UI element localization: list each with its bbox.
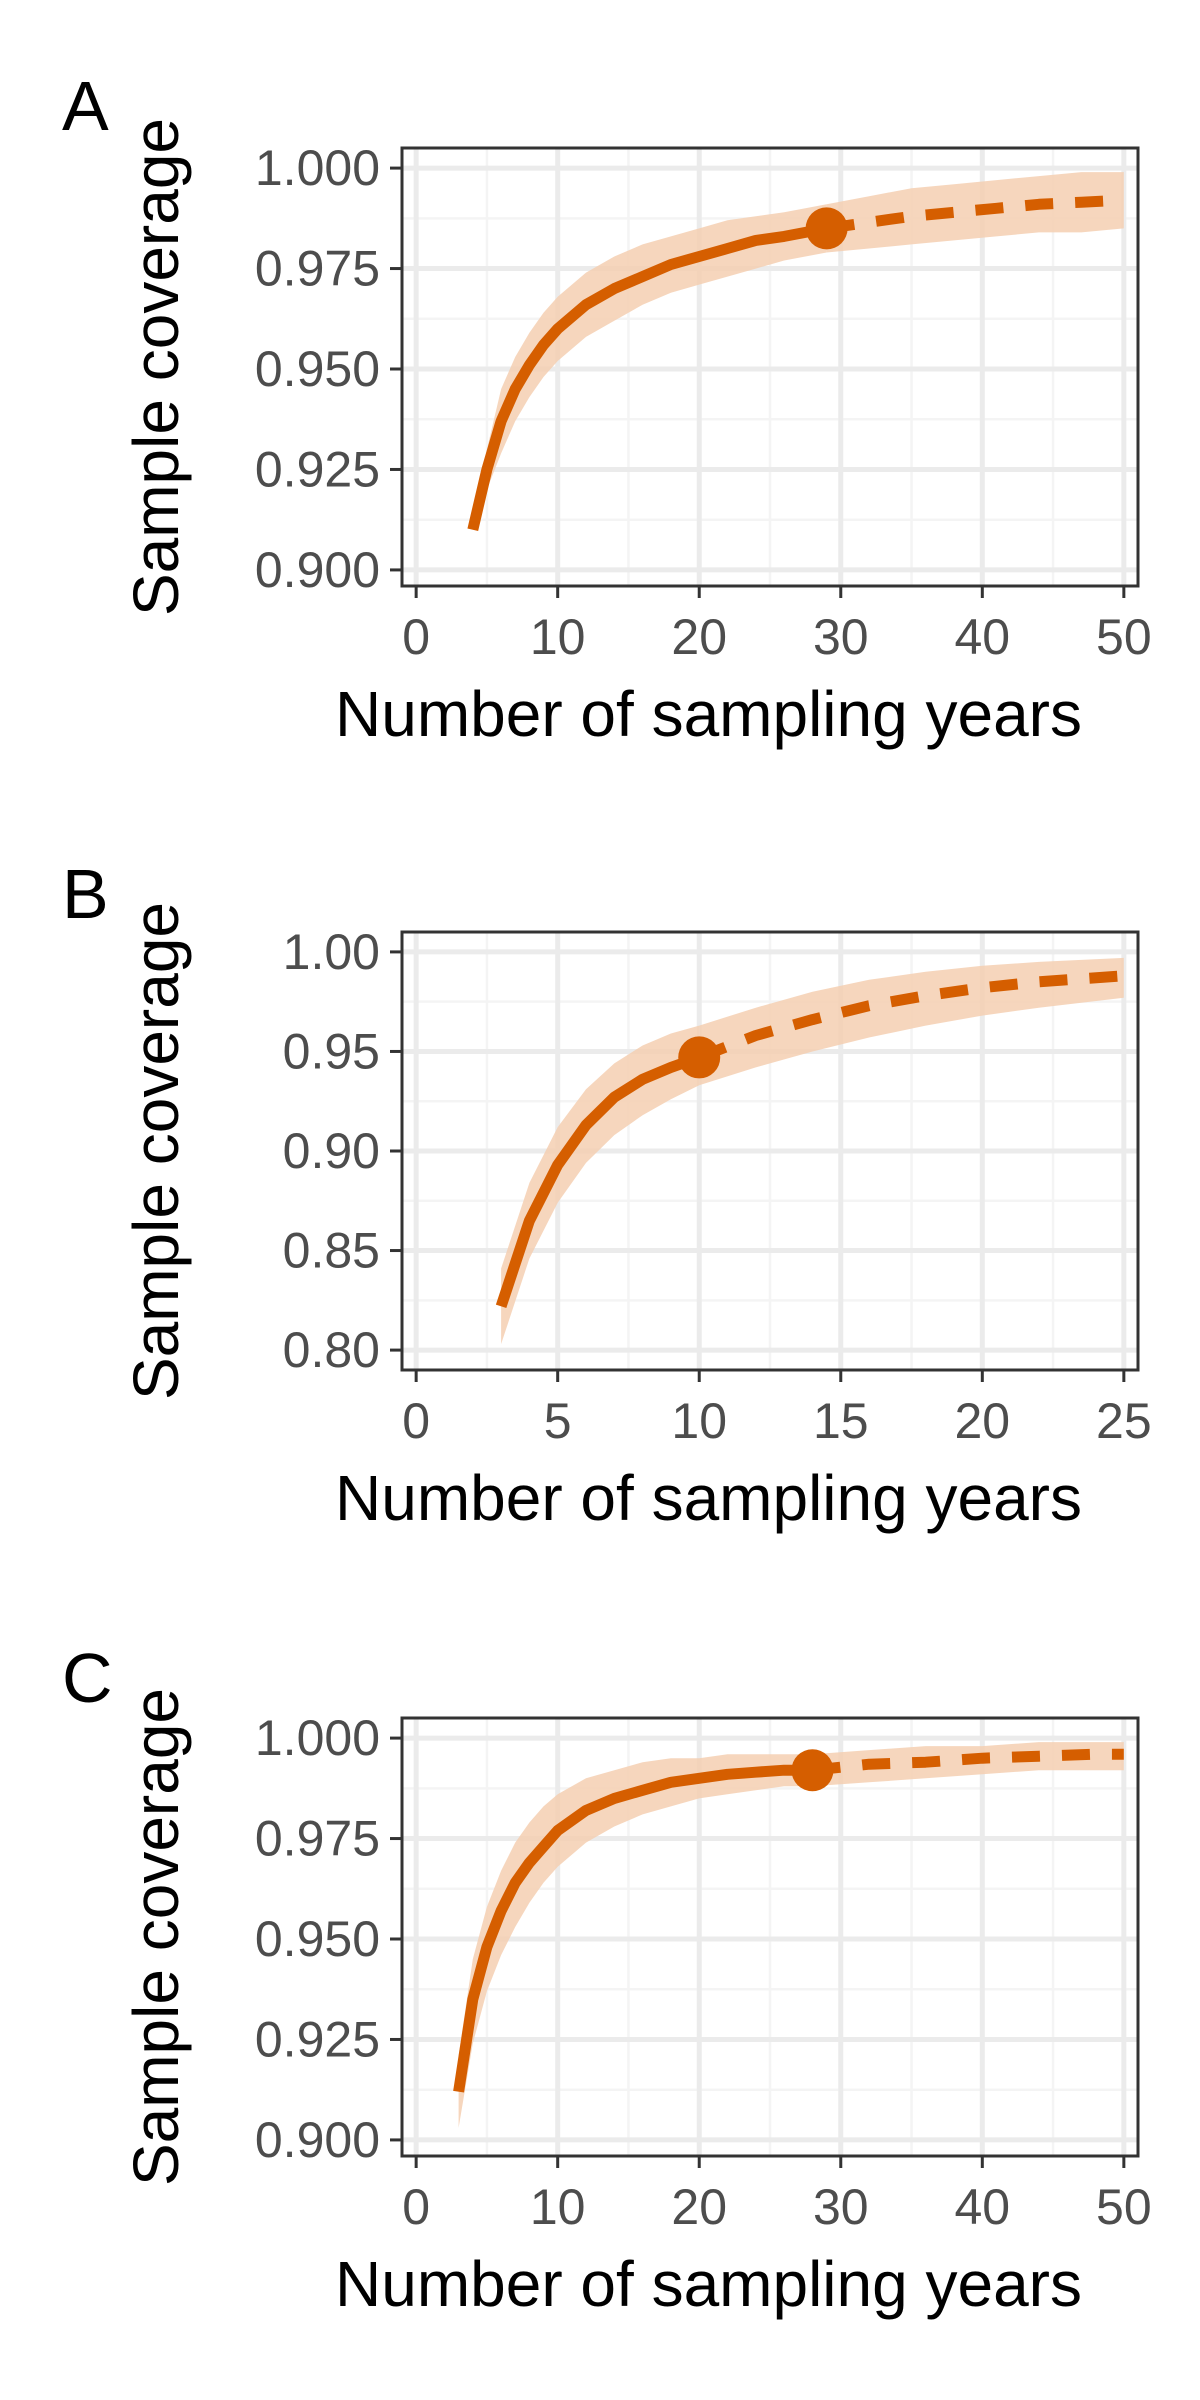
y-tick-label: 0.925: [255, 2011, 380, 2067]
x-tick-label: 5: [544, 1393, 572, 1449]
x-tick-label: 25: [1096, 1393, 1152, 1449]
x-tick-label: 20: [671, 2179, 727, 2235]
y-tick-label: 1.000: [255, 1710, 380, 1766]
x-tick-label: 40: [954, 609, 1010, 665]
y-tick-label: 0.900: [255, 542, 380, 598]
x-tick-label: 0: [402, 2179, 430, 2235]
y-tick-label: 0.925: [255, 441, 380, 497]
y-tick-label: 0.950: [255, 341, 380, 397]
panel-label: C: [62, 1639, 113, 1717]
y-tick-label: 0.975: [255, 241, 380, 297]
x-tick-label: 30: [813, 609, 869, 665]
observed-point: [791, 1749, 834, 1792]
x-tick-label: 50: [1096, 609, 1152, 665]
coverage-line-dashed: [811, 1748, 1124, 1776]
y-tick-label: 1.000: [255, 140, 380, 196]
y-tick-label: 0.975: [255, 1811, 380, 1867]
x-tick-label: 20: [671, 609, 727, 665]
y-tick-label: 1.00: [283, 924, 380, 980]
x-tick-label: 10: [530, 2179, 586, 2235]
x-tick-label: 50: [1096, 2179, 1152, 2235]
x-axis-title: Number of sampling years: [335, 2248, 1082, 2320]
x-tick-label: 30: [813, 2179, 869, 2235]
y-tick-label: 0.95: [283, 1023, 380, 1079]
chart-panel-C: 0.900 0.925 0.950 0.975 1.000 0 10 20 30 40 50Numb…: [62, 1639, 1152, 2320]
coverage-line-dashed: [825, 194, 1125, 234]
x-axis-title: Number of sampling years: [335, 678, 1082, 750]
panel-label: A: [62, 67, 109, 145]
y-axis-title: Sample coverage: [120, 1688, 192, 2186]
x-tick-label: 15: [813, 1393, 869, 1449]
coverage-line-solid: [467, 222, 828, 531]
observed-point: [805, 207, 848, 250]
x-tick-label: 0: [402, 609, 430, 665]
x-tick-label: 40: [954, 2179, 1010, 2235]
y-tick-label: 0.900: [255, 2112, 380, 2168]
y-tick-label: 0.80: [283, 1322, 380, 1378]
y-tick-label: 0.950: [255, 1911, 380, 1967]
x-axis-title: Number of sampling years: [335, 1462, 1082, 1534]
y-axis-title: Sample coverage: [120, 902, 192, 1400]
x-tick-label: 20: [954, 1393, 1010, 1449]
x-tick-label: 10: [671, 1393, 727, 1449]
plot-frame: [400, 1716, 1140, 2158]
observed-point: [678, 1036, 721, 1079]
coverage-line-solid: [453, 1764, 813, 2093]
y-tick-label: 0.90: [283, 1123, 380, 1179]
y-tick-label: 0.85: [283, 1223, 380, 1279]
chart-panel-A: 0.900 0.925 0.950 0.975 1.000 0 10 20 30 40 50Numb…: [62, 67, 1152, 750]
x-tick-label: 0: [402, 1393, 430, 1449]
coverage-line-solid: [495, 1052, 702, 1309]
y-axis-title: Sample coverage: [120, 118, 192, 616]
confidence-band-dashed: [826, 172, 1124, 253]
coverage-line-dashed: [697, 970, 1125, 1063]
confidence-band-solid: [501, 1025, 700, 1345]
plot-frame: [400, 146, 1140, 588]
confidence-band-dashed: [699, 957, 1124, 1086]
x-tick-label: 10: [530, 609, 586, 665]
panel-label: B: [62, 855, 109, 933]
